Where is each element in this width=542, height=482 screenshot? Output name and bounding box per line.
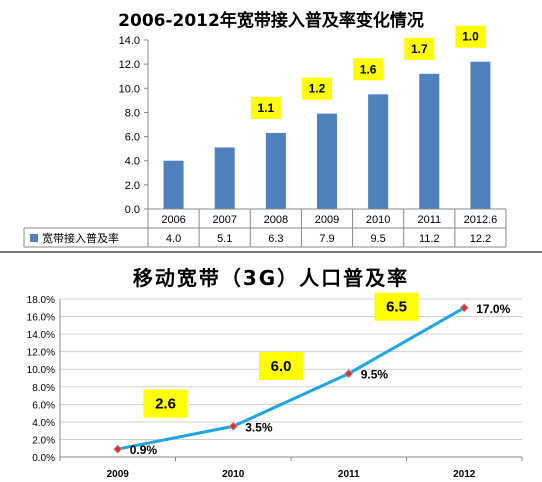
bar-2007 [214,147,235,209]
value-cell: 5.1 [217,233,232,245]
chart-title: 2006-2012年宽带接入普及率变化情况 [118,11,424,31]
chart-title-mobile: 移动宽带（3G）人口普及率 [132,266,410,290]
y-tick-label: 8.0% [32,383,55,394]
y-tick-label: 10.0 [119,83,140,95]
annotation-box [374,292,419,321]
data-point-2011 [344,369,354,379]
annotation-box [302,77,332,100]
y-tick-label: 2.0 [125,180,140,192]
bar-2006 [163,160,184,209]
x-tick-label: 2011 [338,469,360,480]
annotation-box [455,25,486,48]
category-label: 2006 [161,214,185,226]
y-tick-label: 18.0% [27,295,55,306]
annotation-label: 1.1 [258,101,275,115]
y-tick-label: 4.0% [32,418,55,429]
y-tick-label: 6.0% [32,400,55,411]
y-tick-label: 16.0% [27,313,55,324]
y-tick-label: 12.0 [119,59,140,71]
y-tick-label: 10.0% [27,365,55,376]
x-tick-label: 2012 [453,469,476,480]
y-tick-label: 8.0 [125,107,140,119]
category-label: 2009 [315,214,339,226]
annotation-label: 1.0 [462,30,479,44]
annotation-label: 1.7 [411,42,428,56]
data-label: 0.9% [130,443,158,457]
value-cell: 12.2 [470,233,491,245]
x-tick-label: 2009 [107,469,130,480]
annotation-box [250,96,281,119]
bar-2012.6 [470,61,491,209]
value-cell: 7.9 [319,233,334,245]
data-label: 17.0% [476,302,510,316]
data-label: 9.5% [361,368,389,382]
category-label: 2008 [264,214,288,226]
bar-2009 [317,113,337,209]
value-cell: 6.3 [268,233,283,245]
panel-divider [0,251,542,253]
data-point-2012 [459,303,469,313]
annotation-label: 2.6 [155,396,176,413]
category-label: 2007 [212,214,236,226]
y-tick-label: 12.0% [27,348,55,359]
value-cell: 11.2 [419,233,440,245]
category-label: 2011 [417,214,441,226]
legend-swatch [30,234,38,242]
annotation-label: 1.6 [360,62,377,76]
value-cell: 4.0 [166,233,181,245]
bar-2010 [368,94,389,209]
annotation-label: 1.2 [309,82,326,96]
y-tick-label: 4.0 [125,156,140,168]
category-label: 2012.6 [464,214,498,226]
data-point-2010 [228,421,238,431]
annotation-box [143,389,188,418]
series-line [117,306,465,451]
x-tick-label: 2010 [222,469,245,480]
annotation-label: 6.0 [271,358,292,375]
annotation-box [353,58,384,81]
annotation-box [259,351,303,380]
annotation-label: 6.5 [386,299,407,316]
y-tick-label: 2.0% [32,435,55,446]
y-tick-label: 0.0% [32,453,55,464]
y-tick-label: 6.0 [125,132,140,144]
category-label: 2010 [366,214,390,226]
legend-label: 宽带接入普及率 [42,231,119,245]
data-label: 3.5% [245,420,273,434]
data-point-2009 [113,444,123,454]
y-tick-label: 14.0% [27,330,55,341]
annotation-box [404,37,435,60]
y-tick-label: 0.0 [125,204,140,216]
value-cell: 9.5 [370,233,385,245]
broadband-penetration-chart: 2006-2012年宽带接入普及率变化情况 [118,11,424,31]
bar-2011 [419,73,440,209]
bar-2008 [265,132,286,209]
y-tick-label: 14.0 [119,35,140,47]
